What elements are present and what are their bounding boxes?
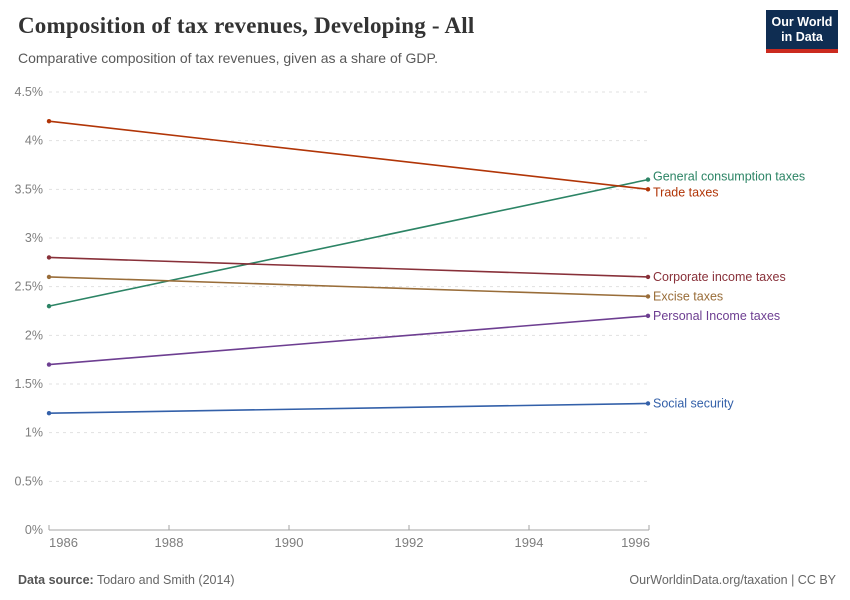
series-line-general-consumption-taxes[interactable] [48,178,649,307]
data-source-label: Data source: [18,573,94,587]
owid-logo-text: Our World in Data [766,10,838,49]
chart-subtitle: Comparative composition of tax revenues,… [18,50,438,66]
owid-logo[interactable]: Our World in Data [766,10,838,53]
y-tick-label: 4.5% [15,85,44,99]
series-start-dot-corporate-income-taxes [46,255,52,260]
series-line-social-security[interactable] [48,402,649,414]
credit-link[interactable]: OurWorldinData.org/taxation | CC BY [629,573,836,587]
x-tick-label: 1996 [621,535,650,550]
series-line-corporate-income-taxes[interactable] [48,256,649,278]
chart-footer: Data source: Todaro and Smith (2014) Our… [18,573,836,587]
owid-logo-line2: in Data [781,30,823,44]
data-source-value: Todaro and Smith (2014) [96,573,235,587]
y-tick-label: 2.5% [15,280,44,294]
series-label-personal-income-taxes[interactable]: Personal Income taxes [653,309,780,323]
series-end-dot-excise-taxes [645,294,651,299]
series-label-excise-taxes[interactable]: Excise taxes [653,289,723,303]
y-tick-label: 1% [25,426,43,440]
series-label-trade-taxes[interactable]: Trade taxes [653,185,719,199]
page-title: Composition of tax revenues, Developing … [18,13,475,38]
x-tick-label: 1990 [275,535,304,550]
series-end-dot-social-security [645,401,651,406]
y-tick-label: 1.5% [15,377,44,391]
series-line-personal-income-taxes[interactable] [48,315,649,366]
y-tick-label: 3.5% [15,182,44,196]
y-tick-label: 0.5% [15,474,44,488]
y-tick-label: 4% [25,134,43,148]
data-source: Data source: Todaro and Smith (2014) [18,573,235,587]
x-tick-label: 1994 [515,535,544,550]
series-start-dot-trade-taxes [46,119,52,124]
series-label-corporate-income-taxes[interactable]: Corporate income taxes [653,270,786,284]
y-tick-label: 2% [25,328,43,342]
x-tick-label: 1992 [395,535,424,550]
series-label-social-security[interactable]: Social security [653,396,734,410]
series-end-dot-general-consumption-taxes [645,177,651,182]
y-tick-label: 3% [25,231,43,245]
series-line-excise-taxes[interactable] [48,276,649,298]
series-start-dot-personal-income-taxes [46,362,52,367]
owid-logo-line1: Our World [771,15,833,29]
x-tick-label: 1988 [155,535,184,550]
series-start-dot-general-consumption-taxes [46,303,52,309]
y-tick-label: 0% [25,523,43,537]
x-tick-label: 1986 [49,535,78,550]
series-label-general-consumption-taxes[interactable]: General consumption taxes [653,169,805,183]
series-start-dot-excise-taxes [46,274,52,280]
series-line-trade-taxes[interactable] [48,120,649,191]
series-start-dot-social-security [46,411,52,416]
series-end-dot-corporate-income-taxes [645,274,651,280]
series-end-dot-trade-taxes [645,187,651,192]
series-end-dot-personal-income-taxes [645,313,651,319]
owid-logo-red-bar [766,49,838,53]
